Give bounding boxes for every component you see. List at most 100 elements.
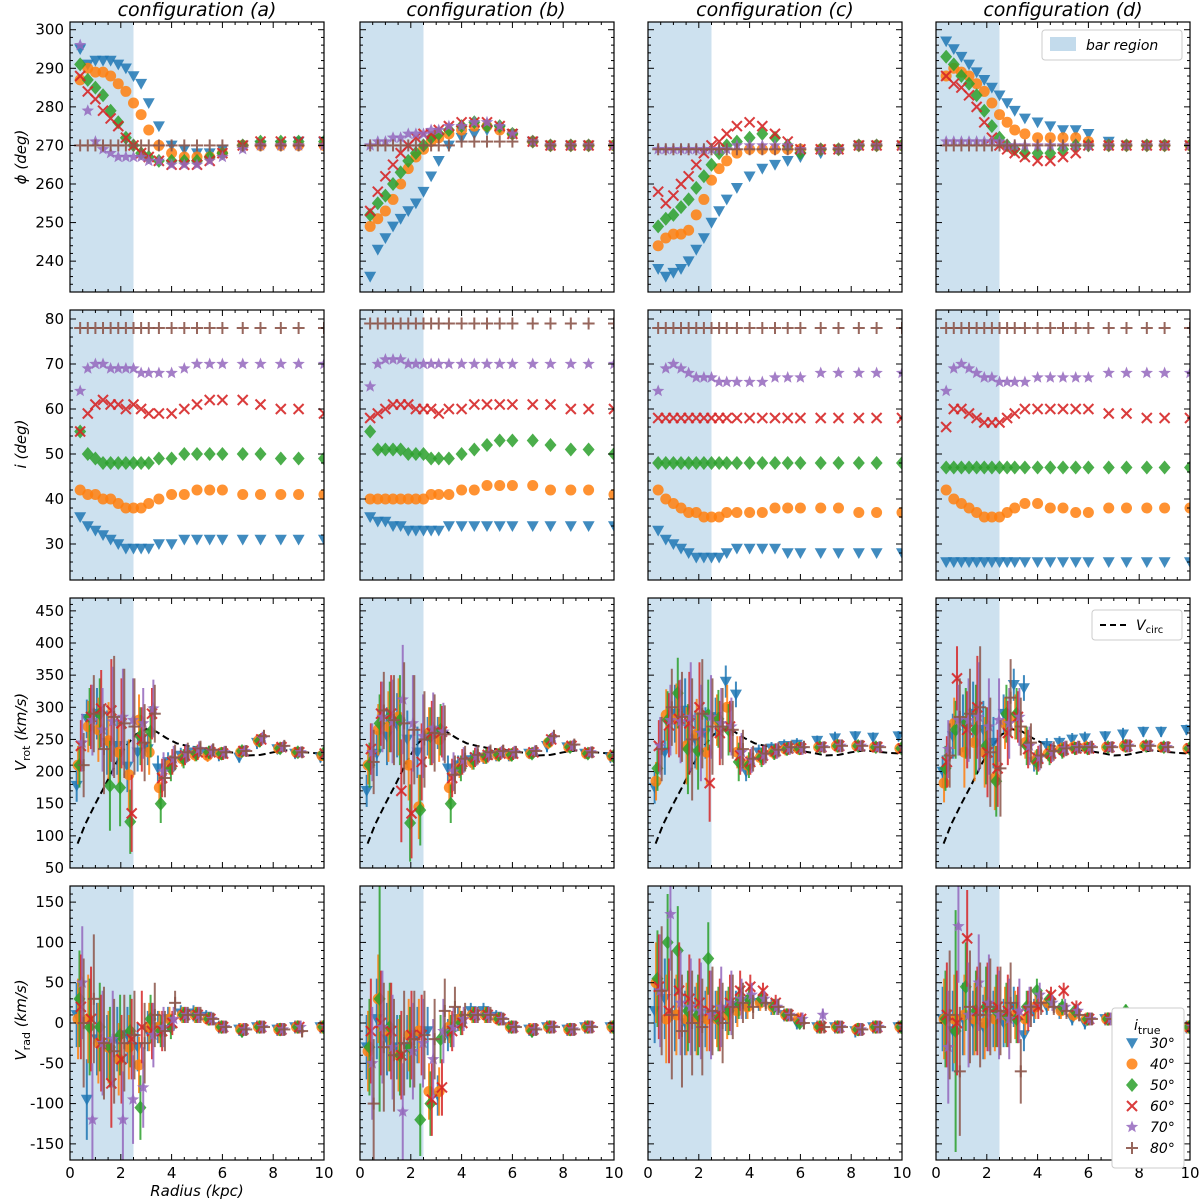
data-point	[425, 171, 438, 183]
data-point	[940, 421, 952, 433]
data-point	[379, 403, 392, 415]
data-point	[849, 731, 862, 743]
data-point	[191, 534, 203, 546]
data-point	[781, 412, 794, 424]
data-point	[940, 484, 952, 496]
data-point	[293, 489, 305, 500]
data-point	[568, 1023, 581, 1036]
data-point	[468, 357, 481, 370]
data-point	[409, 127, 423, 140]
data-point	[706, 511, 717, 523]
data-point	[86, 713, 99, 726]
data-point	[96, 357, 110, 370]
series-70deg	[366, 970, 614, 1160]
data-point	[986, 97, 998, 109]
data-point	[457, 1012, 470, 1025]
itrue-legend-title-sub: true	[1138, 1024, 1161, 1037]
y-tick-label: 100	[35, 933, 64, 951]
data-point	[318, 534, 324, 546]
data-point	[364, 512, 377, 523]
data-point	[120, 85, 132, 97]
data-point	[963, 707, 976, 720]
data-point	[1155, 726, 1168, 738]
data-point	[955, 357, 968, 370]
data-point	[994, 1004, 1007, 1017]
data-point	[697, 552, 710, 564]
data-point	[993, 557, 1006, 568]
data-point	[870, 456, 883, 470]
data-point	[438, 728, 451, 741]
data-point	[169, 751, 182, 764]
data-point	[278, 739, 291, 752]
data-point	[81, 362, 94, 374]
data-point	[548, 1021, 560, 1034]
itrue-legend-title-main: i	[1134, 1018, 1138, 1034]
data-point	[814, 548, 827, 559]
data-point	[720, 194, 733, 206]
data-point	[955, 51, 968, 63]
data-point	[527, 480, 539, 491]
data-point	[128, 502, 139, 514]
data-point	[1018, 460, 1031, 475]
data-point	[364, 424, 377, 439]
data-point	[785, 741, 798, 754]
data-point	[455, 135, 468, 148]
data-point	[165, 322, 178, 334]
panel-inc-d	[935, 309, 1191, 581]
data-point	[497, 745, 510, 757]
data-point	[756, 412, 769, 424]
data-point	[667, 267, 680, 279]
data-point	[1018, 139, 1031, 152]
data-point	[1001, 412, 1013, 424]
data-point	[743, 130, 756, 145]
data-point	[178, 403, 191, 415]
data-point	[1044, 371, 1057, 383]
data-point	[943, 749, 956, 762]
data-point	[743, 322, 756, 334]
bar-region-shade	[936, 310, 1000, 580]
data-point	[364, 493, 376, 505]
data-point	[940, 49, 953, 64]
y-tick-label: 50	[45, 859, 64, 877]
data-point	[116, 1113, 130, 1125]
data-point	[896, 322, 902, 334]
data-point	[1044, 557, 1057, 568]
data-point	[1044, 121, 1057, 133]
data-point	[425, 451, 438, 466]
data-point	[254, 534, 267, 546]
data-point	[564, 317, 577, 330]
data-point	[509, 746, 522, 759]
data-point	[1069, 125, 1082, 136]
data-point	[203, 357, 216, 370]
data-point	[963, 70, 975, 82]
data-point	[481, 480, 493, 491]
data-point	[169, 996, 182, 1009]
data-point	[379, 205, 391, 217]
data-point	[119, 362, 133, 374]
data-point	[104, 55, 117, 67]
data-point	[978, 371, 991, 383]
data-point	[1033, 988, 1046, 1001]
data-point	[135, 456, 148, 470]
data-point	[720, 322, 733, 334]
data-point	[459, 752, 472, 765]
data-point	[769, 143, 781, 156]
data-point	[896, 412, 902, 424]
data-point	[427, 721, 440, 734]
data-point	[165, 158, 178, 170]
bar-region-shade	[648, 22, 712, 292]
data-point	[1044, 460, 1057, 475]
data-point	[874, 741, 887, 754]
data-point	[1017, 1030, 1030, 1042]
data-point	[275, 489, 287, 500]
itrue-legend-title: itrue	[1134, 1018, 1161, 1037]
data-point	[166, 489, 178, 500]
data-point	[493, 521, 506, 532]
data-point	[608, 749, 614, 761]
data-point	[852, 456, 865, 470]
y-tick-label: 350	[35, 666, 64, 684]
data-point	[394, 131, 407, 143]
data-point	[387, 159, 399, 171]
data-point	[258, 1021, 270, 1034]
panel-phi-c	[647, 21, 903, 293]
